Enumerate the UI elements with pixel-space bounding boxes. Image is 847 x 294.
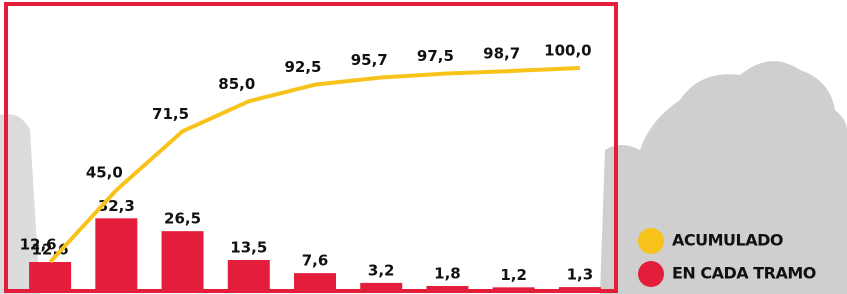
bar	[360, 283, 402, 290]
background-silhouette	[600, 61, 847, 294]
line-value-label: 98,7	[483, 44, 520, 62]
line-value-label: 97,5	[417, 47, 454, 65]
bar	[95, 218, 137, 290]
line-value-label: 85,0	[218, 75, 255, 93]
bar	[493, 287, 535, 290]
bar	[228, 260, 270, 290]
line-value-label: 95,7	[351, 51, 388, 69]
line-value-label: 100,0	[544, 42, 591, 60]
chart: 12,632,326,513,57,63,21,81,21,312,645,07…	[0, 0, 847, 294]
line-value-label: 12,6	[20, 236, 57, 254]
bar-value-label: 1,8	[434, 265, 461, 283]
bar	[559, 287, 601, 290]
line-value-label: 45,0	[86, 164, 123, 182]
bar-value-label: 26,5	[164, 210, 201, 228]
bar	[294, 273, 336, 290]
bar	[29, 262, 71, 290]
legend-label: EN CADA TRAMO	[672, 264, 816, 283]
bar-value-label: 7,6	[302, 252, 329, 270]
line-value-label: 71,5	[152, 105, 189, 123]
legend-label: ACUMULADO	[672, 231, 783, 250]
legend-marker	[638, 228, 664, 254]
bar-value-label: 3,2	[368, 261, 395, 279]
bar-value-label: 1,2	[500, 266, 527, 284]
legend-marker	[638, 261, 664, 287]
bar-value-label: 1,3	[567, 266, 594, 284]
bar	[162, 231, 204, 290]
bar	[426, 286, 468, 290]
line-value-label: 92,5	[284, 58, 321, 76]
bar-value-label: 13,5	[230, 239, 267, 257]
